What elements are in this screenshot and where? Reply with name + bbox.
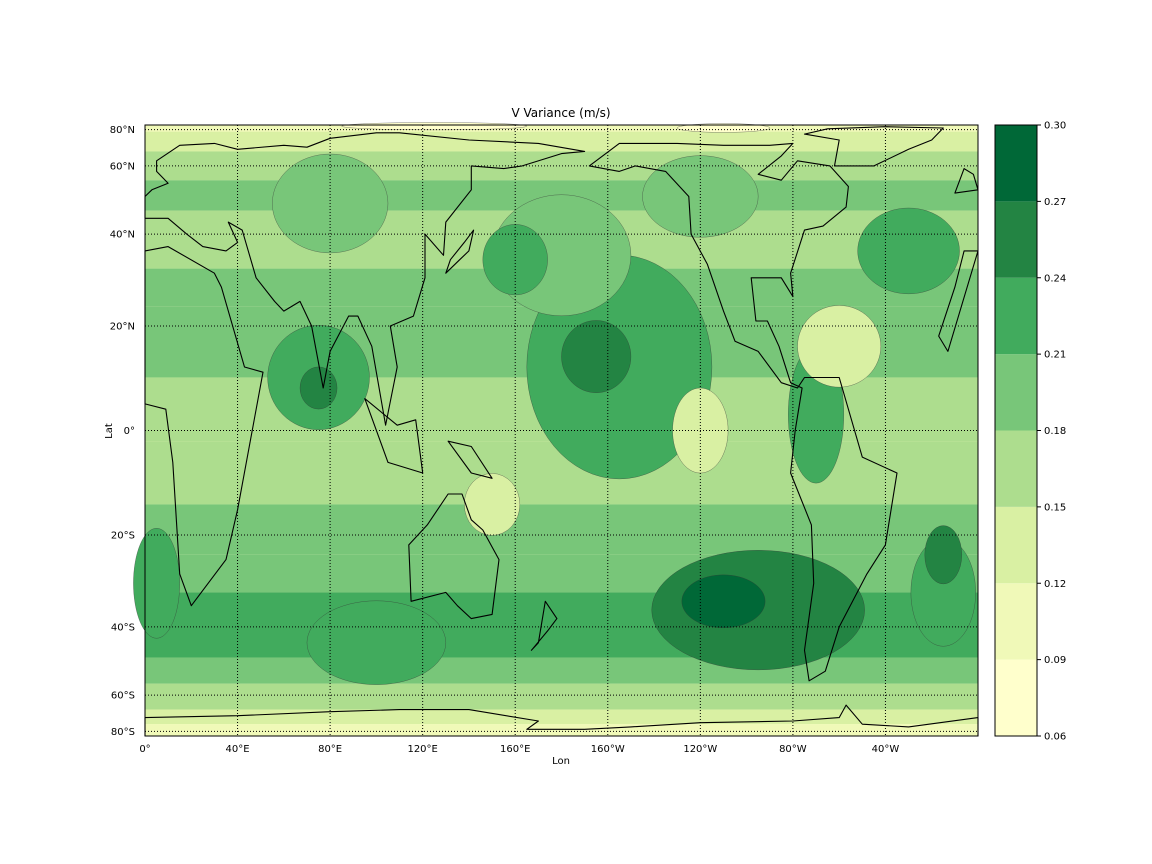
x-axis-label: Lon <box>552 756 570 767</box>
colorbar-tick-label: 0.18 <box>1044 426 1066 437</box>
contour-region <box>681 574 766 629</box>
contour-band <box>145 125 978 132</box>
lat-tick-label: 60°S <box>111 691 135 702</box>
contour-region <box>133 527 180 639</box>
lat-tick-label: 40°S <box>111 622 135 633</box>
map-title: V Variance (m/s) <box>511 106 610 120</box>
lat-tick-label: 80°S <box>111 727 135 738</box>
lat-tick-label: 80°N <box>110 125 135 136</box>
lon-tick-label: 120°W <box>683 744 717 755</box>
lat-tick-label: 20°N <box>110 322 135 333</box>
coastline <box>530 600 558 651</box>
colorbar-swatch <box>995 506 1037 584</box>
colorbar-tick-label: 0.06 <box>1044 732 1066 743</box>
contour-region <box>797 305 882 388</box>
map-frame <box>144 124 979 737</box>
lon-tick-label: 160°E <box>500 744 530 755</box>
map-panel <box>133 122 979 737</box>
contour-region <box>924 525 963 585</box>
colorbar-swatch <box>995 354 1037 431</box>
colorbar-tick-label: 0.09 <box>1044 655 1066 666</box>
contour-band <box>145 504 978 555</box>
lon-tick-label: 80°E <box>318 744 342 755</box>
lon-tick-label: 40°E <box>226 744 250 755</box>
contour-region <box>561 320 632 393</box>
coastline <box>364 398 424 474</box>
coastline <box>954 168 979 194</box>
contour-band <box>145 683 978 710</box>
lat-tick-label: 60°N <box>110 161 135 172</box>
contour-region <box>464 473 521 536</box>
contour-region <box>306 600 447 685</box>
contour-band <box>145 724 978 736</box>
coastline <box>938 250 979 352</box>
contour-region <box>299 366 338 410</box>
colorbar-tick-label: 0.12 <box>1044 579 1066 590</box>
lat-axis: 80°N 60°N 40°N 20°N 0° 20°S 40°S 60°S 80°S <box>110 125 135 738</box>
coastlines <box>144 126 979 737</box>
contour-region <box>857 207 960 295</box>
colorbar-swatch <box>995 125 1037 202</box>
colorbar-swatch <box>995 277 1037 355</box>
colorbar-tick-label: 0.30 <box>1044 121 1066 132</box>
coastline <box>144 246 264 607</box>
colorbar-swatch <box>995 583 1037 660</box>
colorbar-tick-label: 0.21 <box>1044 350 1066 361</box>
lon-tick-label: 120°E <box>407 744 437 755</box>
coastline <box>408 493 500 620</box>
coastline <box>445 229 475 274</box>
lon-tick-label: 0° <box>139 744 150 755</box>
colorbar-tick-label: 0.15 <box>1044 502 1066 513</box>
lon-tick-label: 160°W <box>591 744 625 755</box>
colorbar-tick-label: 0.24 <box>1044 273 1066 284</box>
lat-tick-label: 40°N <box>110 230 135 241</box>
lon-tick-label: 40°W <box>872 744 900 755</box>
contour-region <box>341 122 528 131</box>
lon-tick-label: 80°W <box>779 744 807 755</box>
contour-band <box>145 131 978 152</box>
colorbar-swatch <box>995 201 1037 278</box>
colorbar: 0.06 0.09 0.12 0.15 0.18 0.21 0.24 0.27 0.30 <box>994 121 1066 743</box>
lon-axis: 0° 40°E 80°E 120°E 160°E 160°W 120°W 80°W 40°W <box>139 744 899 755</box>
colorbar-swatch <box>995 430 1037 507</box>
coastline <box>803 126 944 167</box>
coastline <box>144 132 586 426</box>
colorbar-swatch <box>995 659 1037 736</box>
graticule <box>144 125 978 736</box>
y-axis-label: Lat <box>104 423 115 439</box>
lat-tick-label: 20°S <box>111 530 135 541</box>
contour-band <box>145 709 978 725</box>
coastline <box>447 440 493 479</box>
lat-tick-label: 0° <box>124 426 135 437</box>
coastline <box>588 142 898 682</box>
contour-band <box>145 657 978 684</box>
colorbar-tick-label: 0.27 <box>1044 197 1066 208</box>
